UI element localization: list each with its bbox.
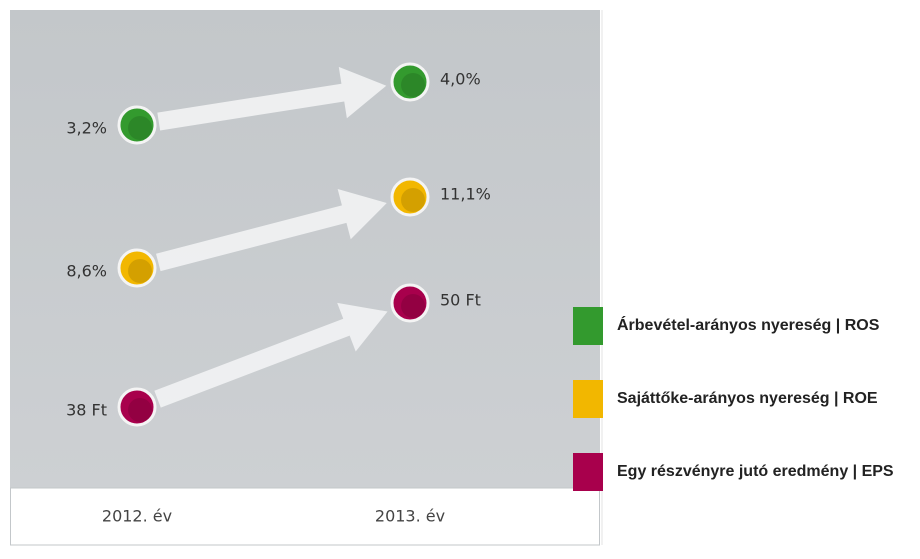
value-label: 50 Ft [440, 291, 481, 310]
dot [117, 387, 157, 427]
legend-swatch [573, 307, 603, 345]
arrow [157, 66, 387, 131]
dot-shade [401, 73, 425, 97]
arrow [154, 302, 388, 408]
legend-label: Sajáttőke-arányos nyereség | ROE [617, 390, 878, 407]
dot [117, 248, 157, 288]
value-label: 11,1% [440, 185, 491, 204]
value-label: 4,0% [440, 70, 481, 89]
legend-swatch [573, 453, 603, 491]
dot [117, 105, 157, 145]
dot-shade [128, 116, 152, 140]
column-label: 2012. év [102, 507, 172, 526]
legend-label: Árbevétel-arányos nyereség | ROS [617, 315, 880, 334]
value-label: 38 Ft [66, 401, 107, 420]
dot-shade [128, 398, 152, 422]
dot [390, 62, 430, 102]
value-label: 3,2% [66, 119, 107, 138]
dot-shade [128, 259, 152, 283]
legend-label: Egy részvényre jutó eredmény | EPS [617, 463, 894, 480]
value-label: 8,6% [66, 262, 107, 281]
legend-swatch [573, 380, 603, 418]
dot [390, 283, 430, 323]
dot-shade [401, 294, 425, 318]
dot-shade [401, 188, 425, 212]
dot [390, 177, 430, 217]
arrow [156, 188, 387, 272]
column-strip [10, 487, 600, 546]
column-label: 2013. év [375, 507, 445, 526]
